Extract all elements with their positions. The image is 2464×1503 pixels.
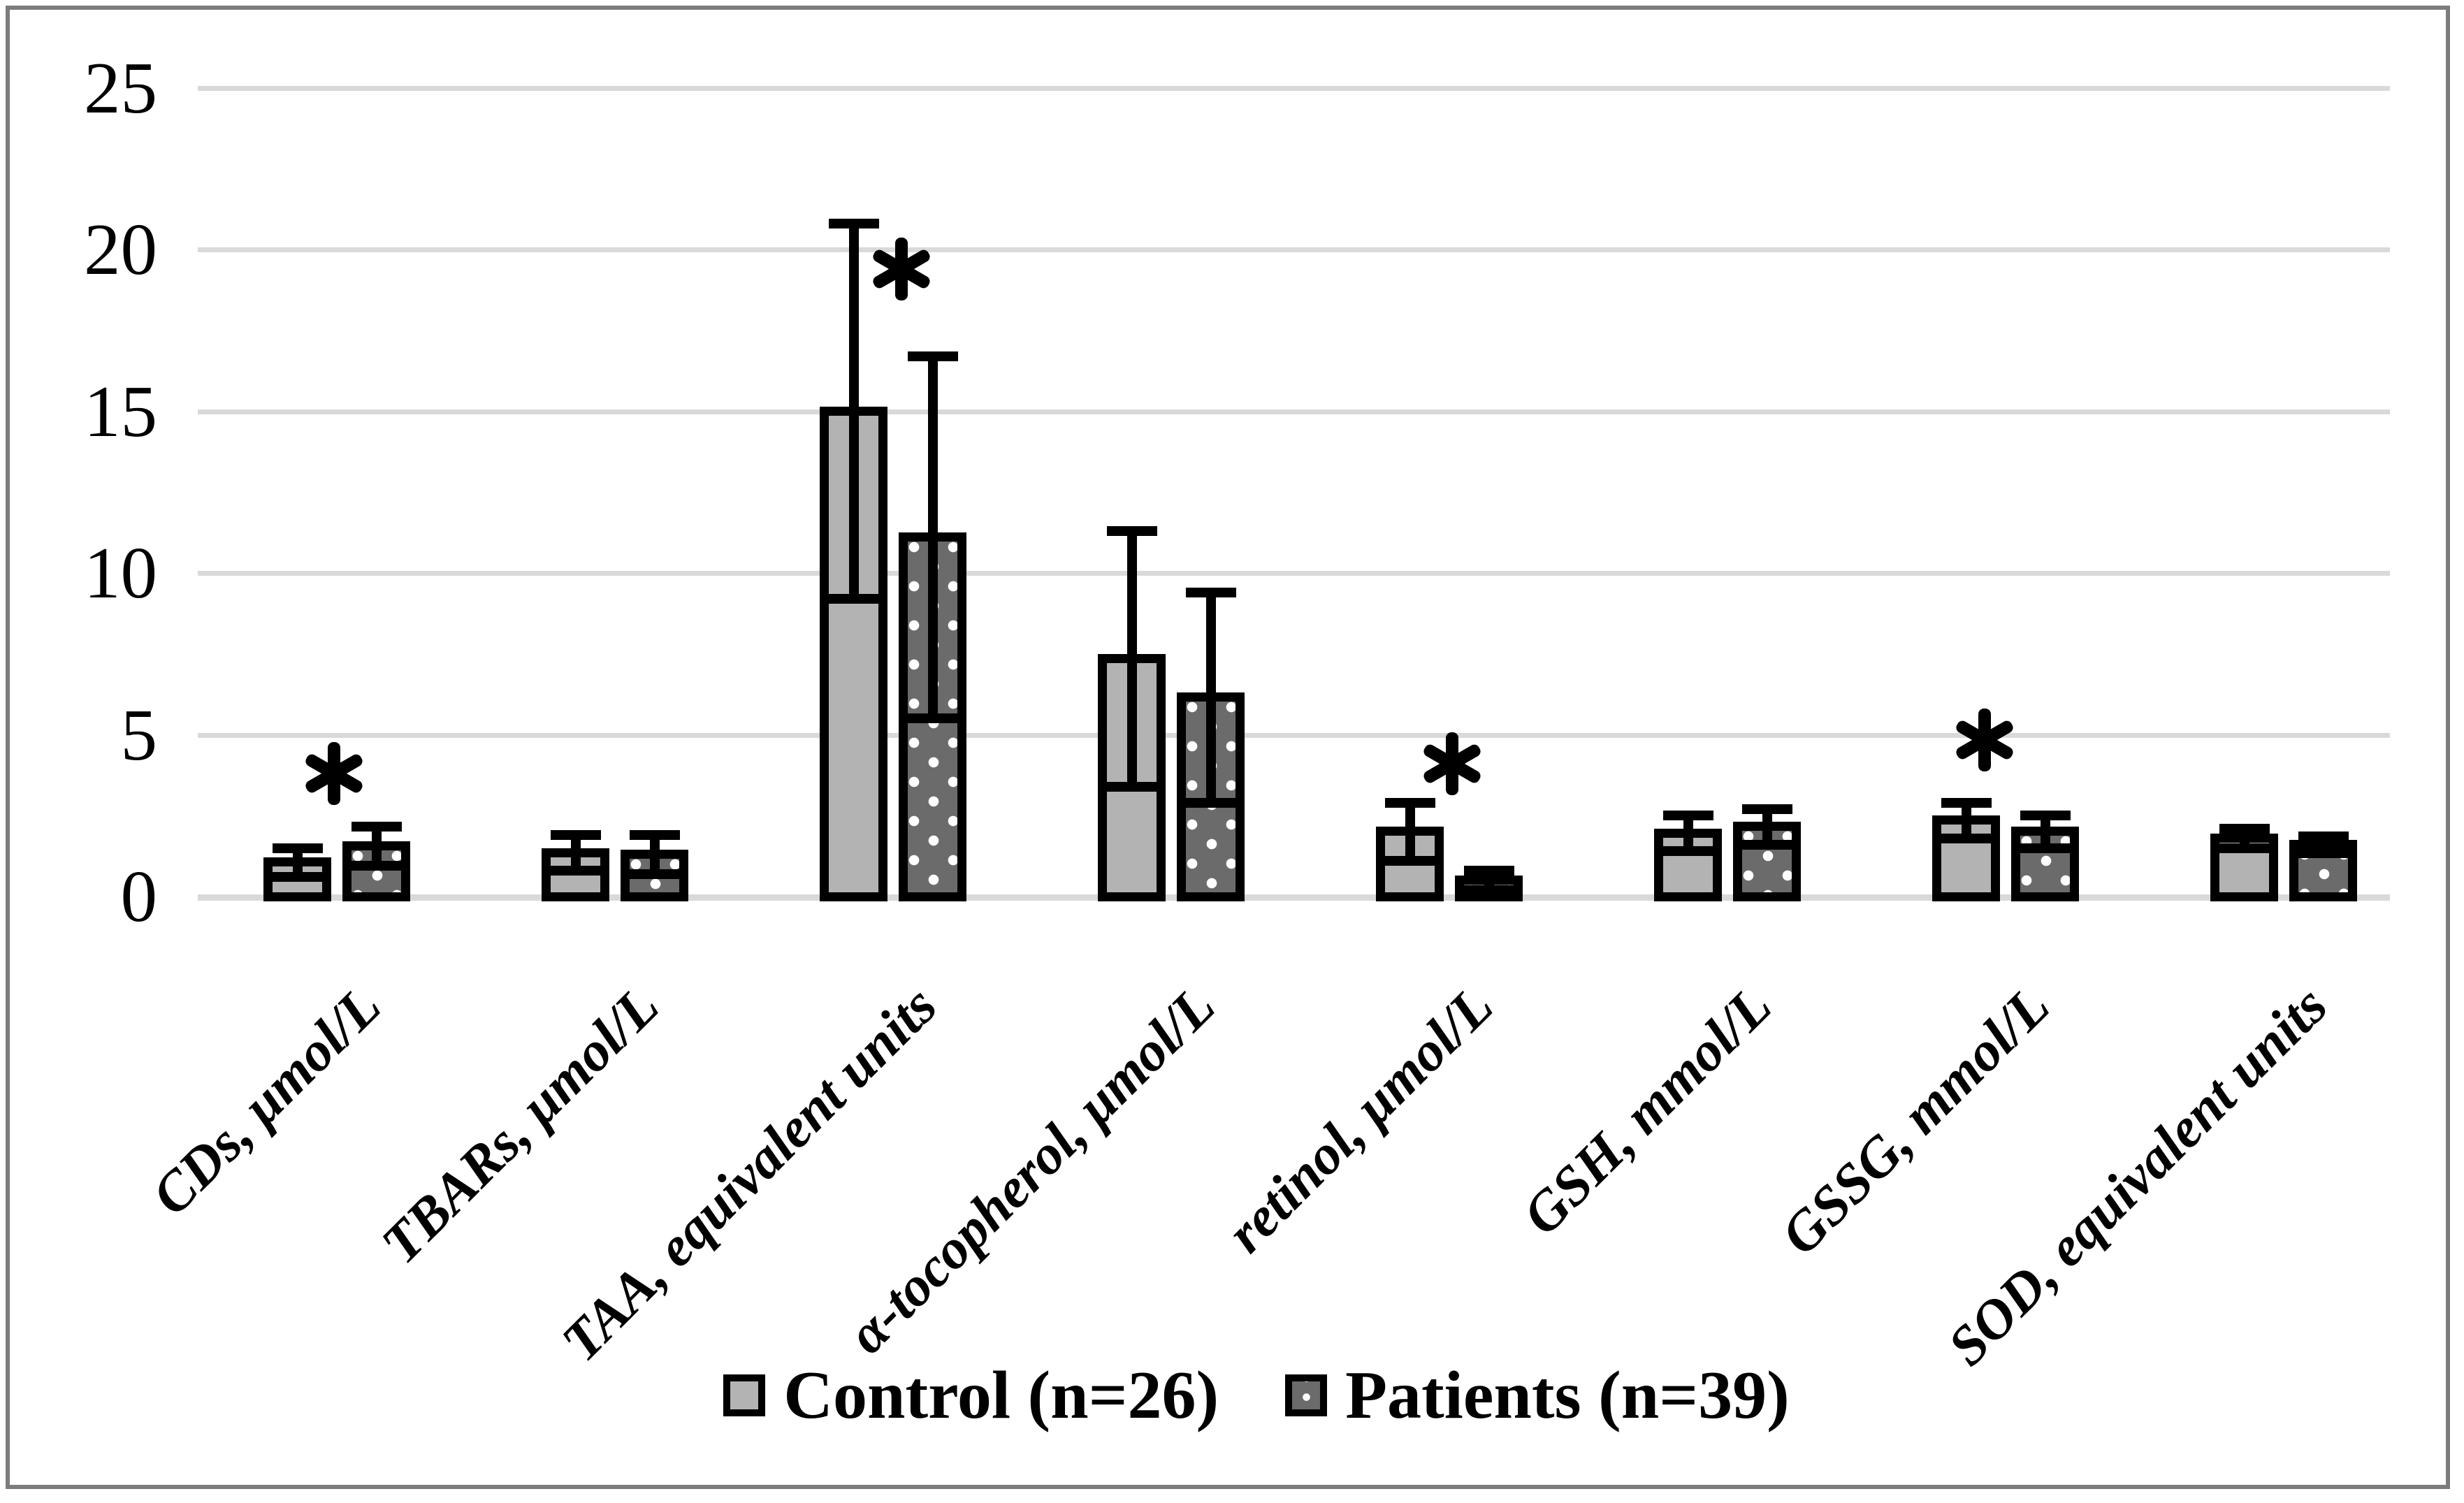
error-bar-patients-5 (1762, 809, 1772, 845)
error-bar-cap-bottom-patients-7 (2298, 848, 2349, 858)
legend-swatch-patients (1285, 1374, 1328, 1416)
error-bar-cap-bottom-control-3 (1106, 781, 1157, 792)
error-bar-cap-bottom-control-2 (828, 594, 879, 604)
legend: Control (n=26) Patients (n=39) (24, 1361, 2464, 1430)
error-bar-control-3 (1126, 531, 1137, 787)
error-bar-cap-bottom-control-7 (2219, 843, 2270, 853)
gridline-10 (198, 571, 2390, 576)
error-bar-cap-top-patients-6 (2020, 811, 2071, 821)
error-bar-cap-top-control-2 (828, 219, 879, 229)
bar-control-5 (1654, 828, 1722, 901)
gridline-15 (198, 409, 2390, 414)
error-bar-cap-top-patients-2 (907, 351, 958, 362)
y-axis-tick-label: 15 (84, 370, 157, 452)
error-bar-cap-top-control-3 (1106, 526, 1157, 537)
error-bar-cap-top-patients-5 (1741, 804, 1792, 815)
error-bar-cap-top-control-5 (1662, 811, 1713, 821)
error-bar-cap-bottom-patients-5 (1741, 839, 1792, 850)
y-axis-tick-label: 10 (84, 532, 157, 614)
y-axis-tick-label: 25 (84, 47, 157, 129)
error-bar-cap-top-control-1 (550, 830, 601, 841)
y-axis-tick-label: 0 (120, 855, 158, 937)
x-axis-label-5: GSH, mmol/L (1511, 975, 1783, 1247)
error-bar-cap-top-control-7 (2219, 823, 2270, 834)
error-bar-cap-bottom-patients-2 (907, 713, 958, 724)
error-bar-patients-6 (2040, 815, 2050, 848)
error-bar-cap-bottom-patients-4 (1463, 885, 1514, 895)
error-bar-cap-top-control-0 (272, 843, 323, 853)
y-axis-tick-label: 5 (120, 693, 158, 776)
error-bar-cap-bottom-patients-0 (351, 861, 402, 871)
legend-label-patients: Patients (n=39) (1345, 1358, 1790, 1433)
x-axis-label-6: GSSG, mmol/L (1769, 975, 2061, 1267)
error-bar-control-1 (570, 835, 581, 871)
x-axis-label-0: CDs, μmol/L (140, 975, 393, 1228)
error-bar-cap-bottom-control-4 (1384, 856, 1435, 866)
error-bar-cap-bottom-patients-1 (629, 869, 680, 879)
x-axis-label-4: retinol, μmol/L (1215, 975, 1505, 1265)
error-bar-cap-top-control-6 (1941, 797, 1992, 808)
error-bar-patients-3 (1205, 592, 1216, 803)
error-bar-control-5 (1683, 815, 1693, 852)
error-bar-cap-bottom-patients-6 (2020, 843, 2071, 853)
legend-item-patients: Patients (n=39) (1285, 1361, 1790, 1430)
error-bar-cap-bottom-control-1 (550, 865, 601, 876)
error-bar-cap-top-patients-3 (1185, 587, 1236, 597)
y-axis-tick-label: 20 (84, 208, 157, 291)
error-bar-cap-bottom-control-0 (272, 872, 323, 883)
gridline-5 (198, 732, 2390, 738)
error-bar-cap-bottom-patients-3 (1185, 797, 1236, 808)
legend-item-control: Control (n=26) (723, 1361, 1219, 1430)
error-bar-cap-bottom-control-5 (1662, 846, 1713, 857)
legend-label-control: Control (n=26) (783, 1358, 1219, 1433)
error-bar-cap-top-patients-0 (351, 822, 402, 832)
x-axis-label-1: TBARs, μmol/L (370, 975, 671, 1276)
bar-patients-0 (342, 841, 410, 901)
error-bar-control-4 (1405, 802, 1415, 862)
error-bar-patients-0 (371, 827, 382, 866)
gridline-25 (198, 86, 2390, 91)
error-bar-cap-top-control-4 (1384, 797, 1435, 808)
error-bar-cap-top-patients-4 (1463, 865, 1514, 876)
error-bar-patients-2 (927, 356, 938, 719)
error-bar-cap-top-patients-7 (2298, 832, 2349, 842)
gridline-20 (198, 247, 2390, 253)
legend-swatch-control (723, 1374, 766, 1416)
error-bar-cap-top-patients-1 (629, 830, 680, 841)
error-bar-control-2 (848, 224, 859, 600)
error-bar-control-0 (292, 848, 303, 878)
error-bar-patients-1 (649, 835, 660, 874)
error-bar-control-6 (1961, 802, 1971, 838)
error-bar-cap-bottom-control-6 (1941, 833, 1992, 843)
bar-control-3 (1098, 653, 1166, 901)
x-axis-line (198, 894, 2390, 901)
